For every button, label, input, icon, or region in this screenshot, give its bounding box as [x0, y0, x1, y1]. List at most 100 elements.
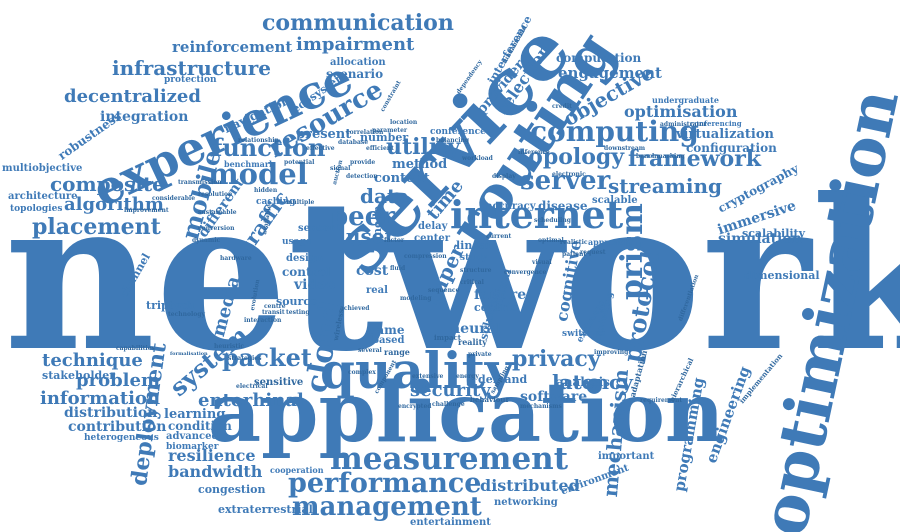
word-content: content	[374, 171, 430, 186]
word-switches: switches	[562, 329, 606, 339]
word-resolution: resolution	[198, 191, 233, 198]
word-conversion: conversion	[198, 225, 235, 232]
word-study: study	[460, 253, 488, 263]
word-scenario: scenario	[326, 67, 384, 81]
word-compression: compression	[404, 253, 447, 260]
word-congestion: congestion	[198, 483, 266, 496]
word-cost: cost	[356, 263, 389, 279]
word-design: design	[286, 253, 324, 264]
word-improvement: improvement	[124, 207, 169, 214]
word-dimensional: dimensional	[744, 269, 820, 282]
word-electronic: electronic	[552, 171, 586, 178]
word-workload: workload	[462, 155, 493, 162]
word-measurement: measurement	[330, 441, 569, 477]
word-resilience: resilience	[168, 446, 256, 465]
word-energy: energy	[456, 373, 479, 380]
word-realistic: realistic	[560, 239, 588, 246]
word-capabilities: capabilities	[116, 345, 155, 352]
word-fluid: fluid	[390, 265, 406, 272]
word-networking: networking	[494, 497, 558, 508]
word-private: private	[468, 351, 492, 358]
word-approach: approach	[588, 237, 630, 247]
word-impact: impact	[434, 333, 461, 342]
word-stakeholder: stakeholder	[42, 369, 116, 382]
word-extensive: extensive	[412, 373, 444, 380]
word-administrator: administrator	[660, 121, 707, 128]
word-delay: delay	[418, 221, 448, 232]
word-real: real	[366, 285, 388, 296]
word-structure: structure	[460, 267, 492, 274]
word-internet: internet	[450, 192, 624, 237]
word-requirement: requirement	[640, 397, 683, 404]
word-node: node	[371, 205, 384, 236]
word-potential: potential	[284, 159, 315, 166]
word-packet: packet	[222, 343, 312, 372]
word-encrypted: encrypted	[398, 403, 432, 410]
word-latency: latency	[552, 370, 633, 394]
word-advanced: advanced	[166, 431, 219, 442]
word-game: game	[368, 323, 405, 337]
word-distributed: distributed	[480, 476, 580, 495]
word-server: server	[520, 166, 611, 196]
word-important: important	[598, 451, 655, 462]
word-information: information	[40, 388, 161, 409]
word-sustainable: sustainable	[198, 209, 237, 216]
word-biomarker: biomarker	[166, 442, 219, 452]
word-dynamic: dynamic	[192, 237, 221, 244]
word-function: function	[212, 133, 326, 162]
word-decentralized: decentralized	[64, 86, 201, 107]
word-learning: learning	[164, 407, 226, 422]
word-topologies: topologies	[10, 204, 63, 214]
word-detection: detection	[346, 173, 378, 180]
word-reality: reality	[458, 337, 487, 347]
word-strategies: strategies	[228, 355, 262, 362]
word-neural: neural	[450, 321, 502, 337]
word-effective: effective	[306, 145, 335, 152]
word-interaction: interaction	[244, 317, 282, 324]
word-composite: composite	[50, 172, 165, 196]
word-inference: inference	[518, 149, 550, 156]
word-signal: signal	[330, 165, 351, 172]
word-infrastructure: infrastructure	[112, 56, 272, 80]
word-contribution: contribution	[68, 419, 167, 435]
word-complex: complex	[348, 369, 376, 376]
word-optimisation: optimisation	[624, 102, 738, 121]
word-engagement: engagement	[558, 64, 662, 82]
word-credit: credit	[552, 103, 572, 110]
word-range: range	[384, 347, 410, 357]
word-centric: centric	[474, 301, 518, 314]
word-multiple: multiple	[286, 199, 315, 206]
word-peer: peer	[330, 202, 395, 232]
word-hidden: hidden	[254, 187, 278, 194]
word-streaming: streaming	[608, 174, 723, 198]
word-triptych: triptych	[146, 299, 195, 312]
word-conferencing: conferencing	[690, 119, 742, 128]
word-cooperation: cooperation	[270, 465, 324, 475]
word-modeling: modeling	[400, 295, 432, 302]
word-achieved: achieved	[340, 305, 370, 312]
word-sensitive: sensitive	[254, 377, 304, 388]
word-based: based	[372, 335, 405, 346]
word-failure: failure	[474, 287, 527, 303]
word-source: source	[276, 295, 318, 308]
word-sequence: sequence	[428, 287, 460, 294]
word-correlation: correlation	[346, 129, 384, 136]
word-mechanisms: mechanisms	[520, 403, 562, 410]
word-model: model	[208, 157, 308, 191]
word-management: management	[292, 492, 482, 522]
word-testing: testing	[286, 309, 310, 316]
word-entorhinal: entorhinal	[198, 390, 304, 411]
word-method: method	[392, 157, 448, 172]
word-technology: technology	[168, 311, 205, 318]
word-performance: performance	[288, 468, 482, 499]
word-architecture: architecture	[8, 191, 78, 202]
word-centre: centre	[264, 303, 286, 310]
word-efficient: efficient	[366, 145, 394, 152]
word-undergraduate: undergraduate	[652, 95, 719, 105]
word-condition: condition	[168, 419, 232, 433]
word-demand: demand	[478, 373, 528, 386]
word-user: user	[346, 224, 396, 248]
word-convergence: convergence	[504, 269, 547, 276]
word-transit: transit	[262, 309, 285, 316]
